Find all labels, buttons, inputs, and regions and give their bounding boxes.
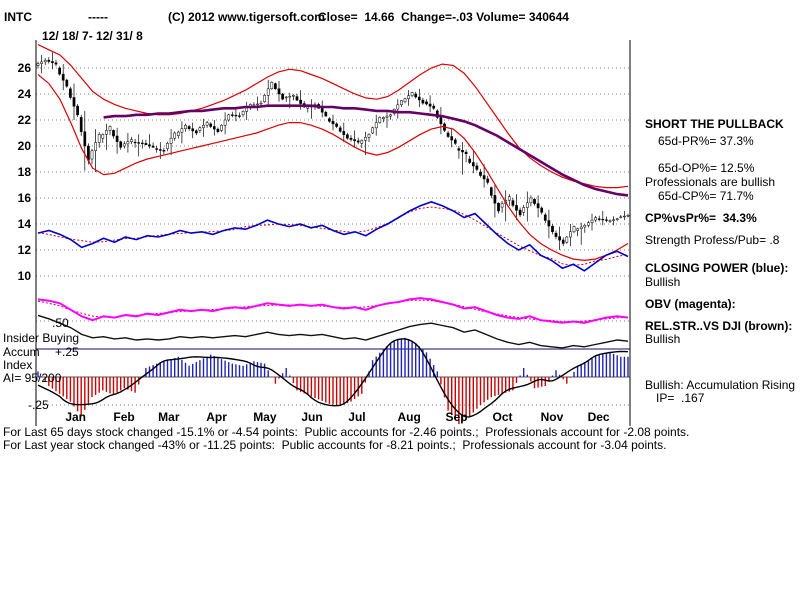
closing-power-ma-dotted	[37, 206, 629, 266]
signal-headline: SHORT THE PULLBACK	[645, 117, 784, 131]
price-tick-label: 14	[18, 217, 32, 231]
lower-band-line	[37, 74, 629, 262]
rel-str-status: Bullish	[645, 332, 681, 346]
month-label: Sep	[446, 410, 468, 424]
obv-ma-dotted	[37, 299, 629, 323]
ma-200-line	[103, 104, 629, 197]
professionals-note: Professionals are bullish	[645, 175, 776, 189]
index-label: Index	[3, 358, 33, 372]
ai-ratio-label: AI= 95/200	[3, 371, 62, 385]
level-plus25-label: +.25	[55, 345, 79, 359]
obv-line	[37, 297, 629, 324]
cp-vs-pr-stat: CP%vsPr%= 34.3%	[645, 211, 757, 225]
closing-power-line	[37, 201, 629, 272]
month-label: Aug	[397, 410, 420, 424]
summary-65day-line: For Last 65 days stock changed -15.1% or…	[3, 425, 690, 439]
month-label: Feb	[113, 410, 134, 424]
candlesticks	[36, 52, 630, 250]
copyright-label: (C) 2012 www.tigersoft.com	[168, 10, 325, 24]
strength-ratio-stat: Strength Profess/Pub= .8	[645, 233, 780, 247]
obv-header: OBV (magenta):	[645, 297, 736, 311]
month-label: Jun	[301, 410, 322, 424]
accum-histogram	[37, 337, 629, 424]
insider-buying-label: Insider Buying	[3, 331, 80, 345]
pr-percent-stat: 65d-PR%= 37.3%	[658, 134, 754, 148]
month-label: Oct	[493, 410, 513, 424]
rel-str-header: REL.STR..VS DJI (brown):	[645, 319, 793, 333]
month-label: Nov	[541, 410, 564, 424]
month-label: May	[253, 410, 277, 424]
summary-year-line: For Last year stock changed -43% or -11.…	[3, 438, 667, 452]
date-range-label: 12/ 18/ 7- 12/ 31/ 8	[42, 29, 143, 43]
accum-smoothed-line	[37, 338, 629, 418]
accumulation-status: Bullish: Accumulation Rising	[645, 378, 796, 392]
header-dashes: -----	[88, 10, 108, 24]
price-tick-label: 22	[18, 113, 32, 127]
price-tick-label: 12	[18, 243, 32, 257]
month-label: Dec	[588, 410, 610, 424]
symbol-label: INTC	[4, 10, 32, 24]
quote-readout: Close= 14.66 Change=-.03 Volume= 340644	[318, 10, 569, 24]
price-tick-label: 20	[18, 139, 32, 153]
closing-power-header: CLOSING POWER (blue):	[645, 261, 789, 275]
month-label: Jan	[65, 410, 86, 424]
level-50-label: .50	[52, 316, 69, 330]
price-tick-label: 26	[18, 61, 32, 75]
stock-chart: 26 24 22 20 18 16 14 12 10 Jan Feb Mar Apr May Jun Jul A…	[18, 40, 631, 426]
level-minus25-label: -.25	[28, 398, 49, 412]
price-tick-label: 16	[18, 191, 32, 205]
month-label: Jul	[348, 410, 365, 424]
accum-label: Accum	[3, 345, 40, 359]
upper-band-line	[37, 44, 629, 189]
ip-stat: IP= .167	[656, 391, 705, 405]
cp-percent-stat: 65d-CP%= 71.7%	[658, 189, 754, 203]
price-tick-label: 10	[18, 269, 32, 283]
op-percent-stat: 65d-OP%= 12.5%	[658, 161, 755, 175]
month-label: Apr	[206, 410, 227, 424]
month-label: Mar	[158, 410, 180, 424]
price-tick-label: 18	[18, 165, 32, 179]
closing-power-status: Bullish	[645, 275, 681, 289]
rel-str-line	[37, 314, 629, 349]
price-tick-label: 24	[18, 87, 32, 101]
